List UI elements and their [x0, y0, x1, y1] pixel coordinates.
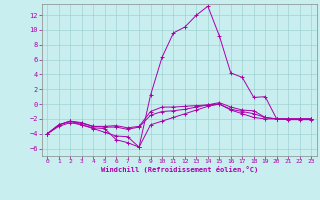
X-axis label: Windchill (Refroidissement éolien,°C): Windchill (Refroidissement éolien,°C): [100, 166, 258, 173]
